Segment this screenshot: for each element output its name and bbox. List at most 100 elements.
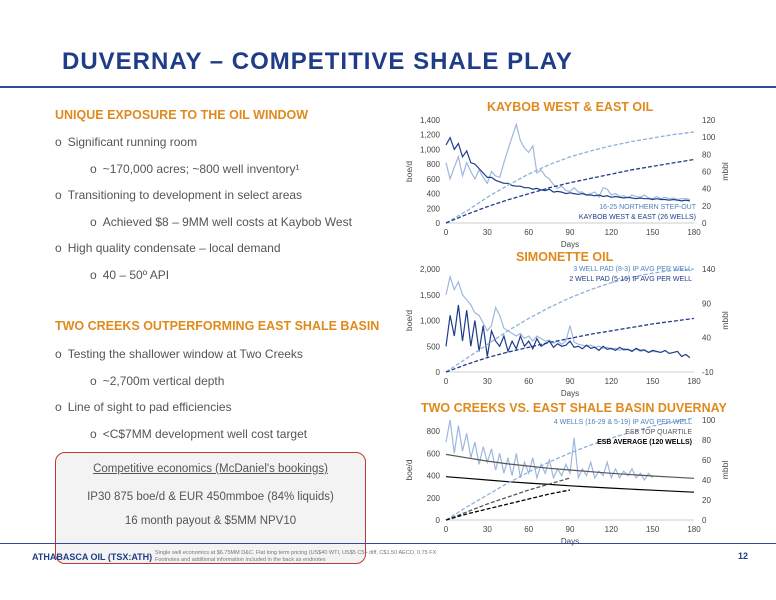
footer-logo: ATHABASCA OIL (TSX:ATH): [32, 552, 153, 562]
series-line: [445, 489, 571, 521]
bullet-marker: o: [55, 135, 62, 149]
series-line: [445, 419, 654, 482]
bullet-text: Line of sight to pad efficiencies: [67, 400, 232, 414]
x-tick-label: 0: [444, 525, 449, 534]
footer-note-1: Single well economics at $6.75MM D&C. Fl…: [155, 550, 437, 556]
x-tick-label: 120: [605, 377, 619, 386]
x-tick-label: 0: [444, 377, 449, 386]
y2-tick-label: 0: [702, 516, 707, 525]
x-tick-label: 150: [646, 228, 660, 237]
chart-two-creeks: 0 30 60 90 120 150 180020040060080002040608010…: [404, 416, 730, 546]
y2-tick-label: 40: [702, 334, 711, 343]
legend-entry: ESB TOP QUARTILE: [625, 429, 692, 436]
footer-notes: Single well economics at $6.75MM D&C. Fl…: [155, 550, 436, 564]
bullet-marker: o: [90, 161, 97, 176]
bullet-text: ~170,000 acres; ~800 well inventory¹: [102, 161, 300, 176]
y-tick-label: 1,000: [420, 145, 441, 154]
bullet-text: Testing the shallower window at Two Cree…: [67, 347, 303, 361]
legend-entry: ESB AVERAGE (120 WELLS): [597, 439, 692, 446]
y2-tick-label: 0: [702, 219, 707, 228]
sec1-item: o Achieved $8 – 9MM well costs at Kaybob …: [90, 215, 352, 229]
x-axis-label: Days: [561, 240, 579, 249]
x-tick-label: 90: [566, 525, 575, 534]
y-tick-label: 0: [436, 368, 441, 377]
section1-title: UNIQUE EXPOSURE TO THE OIL WINDOW: [55, 108, 309, 122]
legend-entry: 3 WELL PAD (8-3) IP AVG PER WELL: [573, 266, 692, 273]
sec2-item: o Testing the shallower window at Two Cre…: [55, 347, 303, 361]
x-tick-label: 150: [646, 377, 660, 386]
page-title: DUVERNAY – COMPETITIVE SHALE PLAY: [62, 48, 573, 75]
bullet-marker: o: [90, 373, 97, 388]
y2-axis-label: mbbl: [720, 461, 730, 480]
sec1-item: o Transitioning to development in select …: [55, 188, 302, 202]
y-axis-label: boe/d: [404, 459, 414, 481]
bullet-marker: o: [55, 400, 62, 414]
footer-rule: [0, 543, 776, 544]
x-tick-label: 120: [605, 525, 619, 534]
y2-tick-label: 60: [702, 168, 711, 177]
y-tick-label: 400: [427, 190, 441, 199]
y2-tick-label: 120: [702, 116, 716, 125]
y-tick-label: 600: [427, 175, 441, 184]
y2-tick-label: 60: [702, 456, 711, 465]
series-line: [445, 158, 695, 224]
bullet-marker: o: [55, 241, 62, 255]
series-line: [445, 268, 695, 373]
series-line: [445, 304, 691, 359]
bullet-marker: o: [55, 347, 62, 361]
legend-entry: 2 WELL PAD (5-16) IP AVG PER WELL: [569, 276, 692, 283]
footer-note-2: Footnotes and additional information inc…: [155, 557, 326, 563]
y2-tick-label: 40: [702, 476, 711, 485]
sec1-item: o High quality condensate – local demand: [55, 241, 281, 255]
x-tick-label: 30: [483, 377, 492, 386]
x-tick-label: 90: [566, 377, 575, 386]
x-tick-label: 180: [687, 525, 701, 534]
bullet-text: ~2,700m vertical depth: [102, 373, 225, 388]
x-axis-label: Days: [561, 389, 579, 398]
series-line: [445, 476, 695, 493]
x-tick-label: 60: [524, 377, 533, 386]
bullet-text: Achieved $8 – 9MM well costs at Kaybob W…: [102, 214, 352, 229]
y2-tick-label: 20: [702, 202, 711, 211]
legend-entry: 4 WELLS (16-29 & 5-19) IP AVG PER WELL: [554, 419, 692, 426]
bullet-marker: o: [90, 214, 97, 229]
series-line: [445, 274, 661, 354]
sec2-item: o <C$7MM development well cost target: [90, 427, 307, 441]
chart1-title: KAYBOB WEST & EAST OIL: [487, 100, 654, 114]
x-axis-label: Days: [561, 537, 579, 546]
x-tick-label: 180: [687, 377, 701, 386]
series-line: [445, 317, 695, 373]
y2-tick-label: 40: [702, 185, 711, 194]
y2-axis-label: mbbl: [720, 311, 730, 330]
x-tick-label: 60: [524, 525, 533, 534]
y-tick-label: 500: [427, 342, 441, 351]
bullet-text: 40 – 50º API: [102, 267, 170, 282]
y-tick-label: 800: [427, 427, 441, 436]
series-line: [445, 417, 695, 521]
series-line: [445, 477, 571, 521]
y-tick-label: 0: [436, 219, 441, 228]
series-line: [445, 122, 691, 201]
y-tick-label: 0: [436, 516, 441, 525]
y2-axis-label: mbbl: [720, 162, 730, 181]
y2-tick-label: 140: [702, 265, 716, 274]
sec1-item: o ~170,000 acres; ~800 well inventory¹: [90, 162, 299, 176]
sec2-item: o ~2,700m vertical depth: [90, 374, 224, 388]
sec1-item: o 40 – 50º API: [90, 268, 169, 282]
x-tick-label: 30: [483, 525, 492, 534]
x-tick-label: 30: [483, 228, 492, 237]
bullet-text: Transitioning to development in select a…: [67, 188, 303, 202]
sec1-item: o Significant running room: [55, 135, 197, 149]
y2-tick-label: 80: [702, 436, 711, 445]
y2-tick-label: 80: [702, 150, 711, 159]
bullet-marker: o: [55, 188, 62, 202]
economics-heading: Competitive economics (McDaniel's bookin…: [93, 463, 328, 475]
series-line: [445, 136, 690, 202]
y-tick-label: 800: [427, 160, 441, 169]
economics-line-payout: 16 month payout & $5MM NPV10: [124, 515, 297, 527]
economics-line-ip30: IP30 875 boe/d & EUR 450mmboe (84% liqui…: [87, 491, 334, 503]
y-tick-label: 2,000: [420, 265, 441, 274]
bullet-text: Significant running room: [67, 135, 198, 149]
y-tick-label: 400: [427, 472, 441, 481]
x-tick-label: 90: [566, 228, 575, 237]
